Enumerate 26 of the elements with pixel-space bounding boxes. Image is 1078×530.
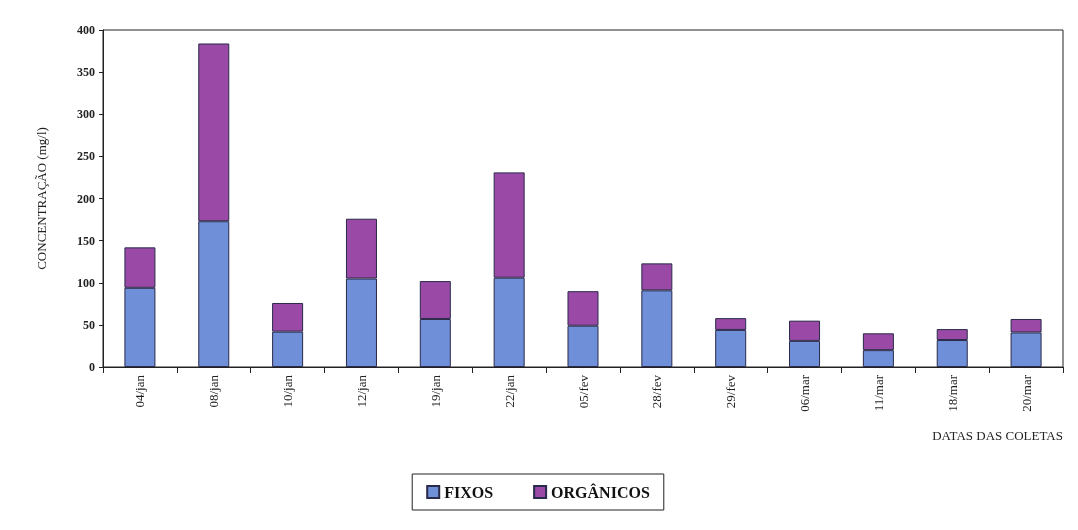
- y-tick-label: 400: [77, 23, 95, 37]
- x-tick-label: 18/mar: [944, 374, 960, 412]
- y-tick-label: 50: [83, 317, 95, 332]
- x-tick-label: 19/jan: [427, 374, 443, 408]
- x-tick-label: 29/fev: [723, 374, 739, 409]
- x-tick-label: 05/fev: [575, 374, 591, 409]
- y-tick-label: 100: [77, 275, 95, 290]
- y-tick-label: 150: [77, 233, 95, 248]
- x-tick-label: 11/mar: [870, 374, 886, 412]
- x-tick-label: 22/jan: [501, 374, 517, 408]
- y-tick-label: 200: [77, 191, 95, 206]
- x-tick-label: 04/jan: [132, 374, 148, 408]
- y-tick-label: 300: [77, 107, 95, 122]
- legend-label: FIXOS: [444, 483, 494, 501]
- y-axis-title: CONCENTRAÇÃO (mg/l): [34, 127, 49, 270]
- y-tick-label: 250: [77, 149, 95, 164]
- x-tick-label: 12/jan: [353, 374, 369, 408]
- x-tick-label: 10/jan: [280, 374, 296, 408]
- y-tick-label: 350: [77, 65, 95, 80]
- legend-label: ORGÂNICOS: [551, 482, 650, 501]
- x-tick-label: 06/mar: [797, 374, 813, 412]
- x-tick-label: 08/jan: [206, 374, 222, 408]
- x-tick-label: 28/fev: [649, 374, 665, 409]
- x-tick-label: 20/mar: [1018, 374, 1034, 412]
- y-tick-label: 0: [89, 360, 95, 374]
- x-axis-title: DATAS DAS COLETAS: [932, 428, 1063, 443]
